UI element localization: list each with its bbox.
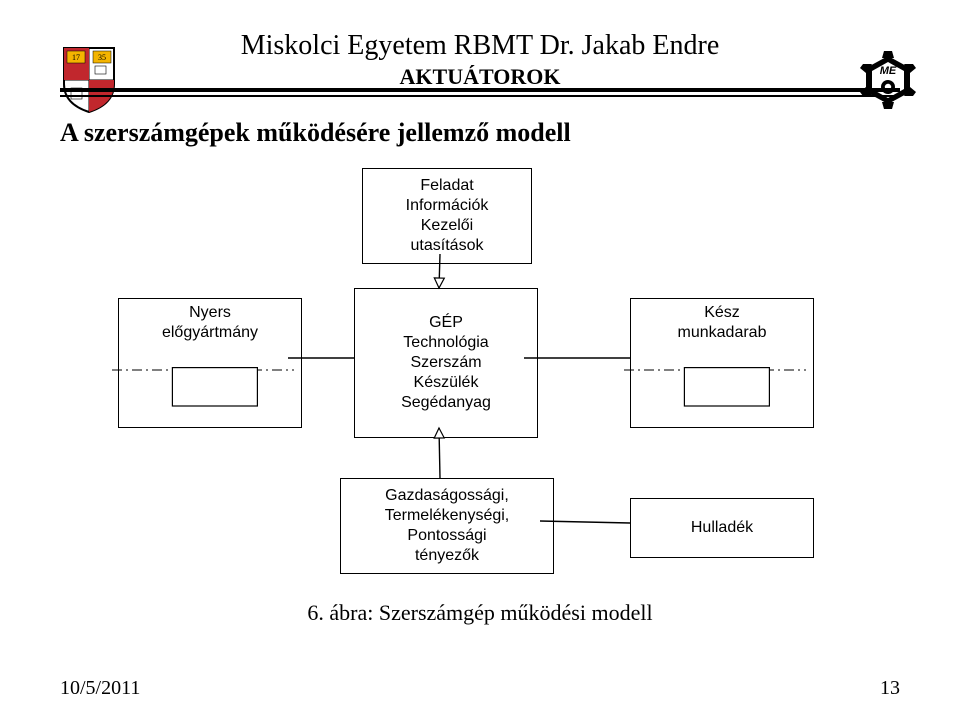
- figure-caption: 6. ábra: Szerszámgép működési modell: [0, 600, 960, 626]
- footer-page-number: 13: [880, 677, 900, 700]
- box-factors-line: Pontossági: [347, 526, 547, 546]
- box-machine: GÉPTechnológiaSzerszámKészülékSegédanyag: [354, 288, 538, 438]
- header-rule-thin: [60, 95, 900, 97]
- box-finished: Készmunkadarab: [630, 298, 814, 428]
- page: 17 35 Miskolci Egyetem RBMT Dr. Jakab En…: [0, 0, 960, 720]
- box-factors-line: Gazdaságossági,: [347, 486, 547, 506]
- header-title: Miskolci Egyetem RBMT Dr. Jakab Endre: [0, 30, 960, 62]
- box-input_top-line: utasítások: [369, 236, 525, 256]
- box-factors-line: tényezők: [347, 546, 547, 566]
- header: 17 35 Miskolci Egyetem RBMT Dr. Jakab En…: [0, 24, 960, 104]
- box-machine-line: Készülék: [361, 373, 531, 393]
- footer-date: 10/5/2011: [60, 677, 140, 700]
- box-machine-line: Technológia: [361, 333, 531, 353]
- diagram: FeladatInformációkKezelőiutasítások Nyers…: [0, 160, 960, 630]
- box-factors-line: Termelékenységi,: [347, 506, 547, 526]
- gear-icon: ME: [858, 50, 918, 110]
- header-subtitle: AKTUÁTOROK: [0, 64, 960, 90]
- box-input_top-line: Feladat: [369, 176, 525, 196]
- box-waste-line: Hulladék: [637, 518, 807, 538]
- box-machine-line: Segédanyag: [361, 393, 531, 413]
- section-title: A szerszámgépek működésére jellemző mode…: [60, 118, 571, 148]
- box-raw-line: előgyártmány: [125, 323, 295, 343]
- box-waste: Hulladék: [630, 498, 814, 558]
- box-input_top-line: Információk: [369, 196, 525, 216]
- box-raw: Nyerselőgyártmány: [118, 298, 302, 428]
- box-input_top: FeladatInformációkKezelőiutasítások: [362, 168, 532, 264]
- box-finished-line: Kész: [637, 303, 807, 323]
- svg-text:ME: ME: [880, 65, 897, 77]
- header-rule-thick: [60, 88, 900, 92]
- box-factors: Gazdaságossági,Termelékenységi,Pontosság…: [340, 478, 554, 574]
- box-input_top-line: Kezelői: [369, 216, 525, 236]
- box-finished-line: munkadarab: [637, 323, 807, 343]
- box-raw-line: Nyers: [125, 303, 295, 323]
- box-machine-line: GÉP: [361, 313, 531, 333]
- box-machine-line: Szerszám: [361, 353, 531, 373]
